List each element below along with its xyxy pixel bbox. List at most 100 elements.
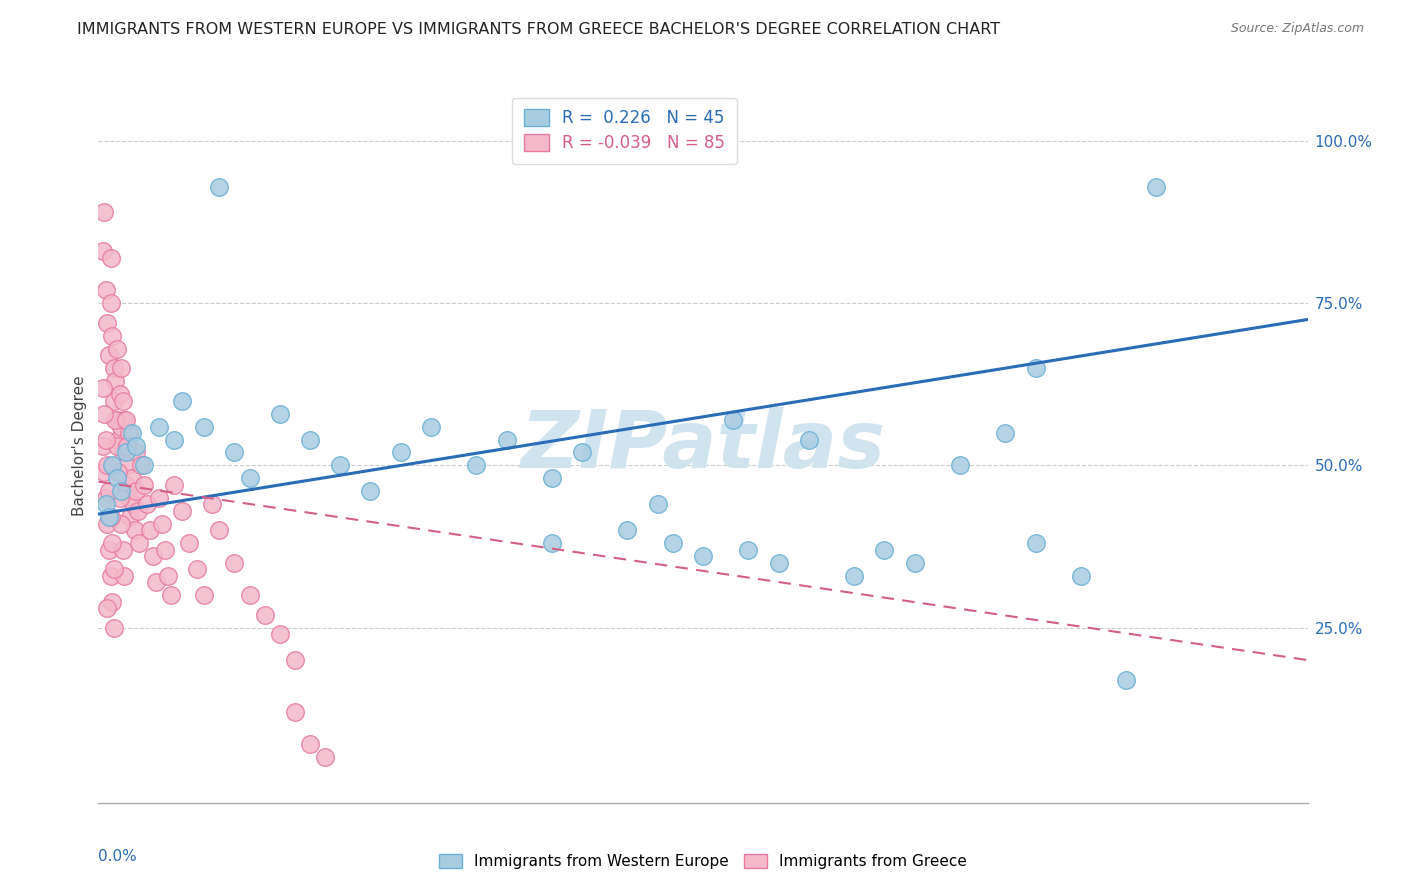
Point	[100, 251, 122, 265]
Point	[208, 179, 231, 194]
Point	[121, 425, 143, 440]
Point	[329, 458, 352, 473]
Point	[949, 458, 972, 473]
Point	[101, 328, 124, 343]
Text: Source: ZipAtlas.com: Source: ZipAtlas.com	[1230, 22, 1364, 36]
Point	[156, 568, 179, 582]
Point	[360, 484, 382, 499]
Point	[115, 439, 138, 453]
Point	[96, 316, 118, 330]
Point	[737, 542, 759, 557]
Point	[120, 510, 142, 524]
Point	[239, 588, 262, 602]
Point	[107, 433, 129, 447]
Point	[125, 439, 148, 453]
Point	[96, 458, 118, 473]
Point	[299, 433, 322, 447]
Point	[98, 484, 121, 499]
Point	[495, 433, 517, 447]
Point	[108, 491, 131, 505]
Point	[193, 419, 215, 434]
Point	[127, 504, 149, 518]
Point	[768, 556, 790, 570]
Point	[723, 413, 745, 427]
Point	[91, 439, 114, 453]
Point	[170, 504, 193, 518]
Point	[193, 588, 215, 602]
Point	[110, 419, 132, 434]
Point	[269, 407, 291, 421]
Point	[1070, 568, 1092, 582]
Point	[299, 738, 322, 752]
Point	[844, 568, 866, 582]
Point	[284, 705, 307, 719]
Point	[904, 556, 927, 570]
Point	[145, 575, 167, 590]
Point	[873, 542, 896, 557]
Point	[160, 588, 183, 602]
Point	[100, 296, 122, 310]
Point	[96, 601, 118, 615]
Point	[104, 374, 127, 388]
Point	[389, 445, 412, 459]
Point	[661, 536, 683, 550]
Point	[647, 497, 669, 511]
Point	[103, 562, 125, 576]
Point	[540, 471, 562, 485]
Point	[112, 568, 135, 582]
Point	[115, 458, 138, 473]
Point	[122, 497, 145, 511]
Point	[98, 542, 121, 557]
Point	[110, 516, 132, 531]
Point	[224, 556, 246, 570]
Point	[224, 445, 246, 459]
Point	[105, 471, 128, 485]
Point	[153, 542, 176, 557]
Point	[98, 510, 121, 524]
Point	[1144, 179, 1167, 194]
Point	[110, 484, 132, 499]
Text: IMMIGRANTS FROM WESTERN EUROPE VS IMMIGRANTS FROM GREECE BACHELOR'S DEGREE CORRE: IMMIGRANTS FROM WESTERN EUROPE VS IMMIGR…	[77, 22, 1001, 37]
Point	[93, 205, 115, 219]
Point	[186, 562, 208, 576]
Legend: Immigrants from Western Europe, Immigrants from Greece: Immigrants from Western Europe, Immigran…	[433, 848, 973, 875]
Point	[465, 458, 488, 473]
Point	[284, 653, 307, 667]
Point	[101, 458, 124, 473]
Point	[107, 465, 129, 479]
Point	[118, 491, 141, 505]
Legend: R =  0.226   N = 45, R = -0.039   N = 85: R = 0.226 N = 45, R = -0.039 N = 85	[512, 97, 737, 164]
Point	[616, 524, 638, 538]
Point	[114, 445, 136, 459]
Point	[100, 510, 122, 524]
Point	[132, 478, 155, 492]
Point	[239, 471, 262, 485]
Point	[797, 433, 820, 447]
Point	[1024, 361, 1046, 376]
Point	[98, 348, 121, 362]
Point	[163, 433, 186, 447]
Point	[121, 471, 143, 485]
Point	[124, 524, 146, 538]
Point	[179, 536, 201, 550]
Point	[111, 542, 134, 557]
Point	[101, 536, 124, 550]
Point	[692, 549, 714, 564]
Point	[101, 595, 124, 609]
Text: ZIPatlas: ZIPatlas	[520, 407, 886, 485]
Point	[94, 283, 117, 297]
Text: 0.0%: 0.0%	[98, 849, 138, 864]
Point	[125, 484, 148, 499]
Point	[142, 549, 165, 564]
Point	[118, 425, 141, 440]
Point	[112, 413, 135, 427]
Point	[111, 445, 134, 459]
Point	[114, 413, 136, 427]
Point	[148, 419, 170, 434]
Point	[93, 407, 115, 421]
Point	[201, 497, 224, 511]
Point	[139, 524, 162, 538]
Point	[269, 627, 291, 641]
Point	[91, 244, 114, 259]
Point	[135, 497, 157, 511]
